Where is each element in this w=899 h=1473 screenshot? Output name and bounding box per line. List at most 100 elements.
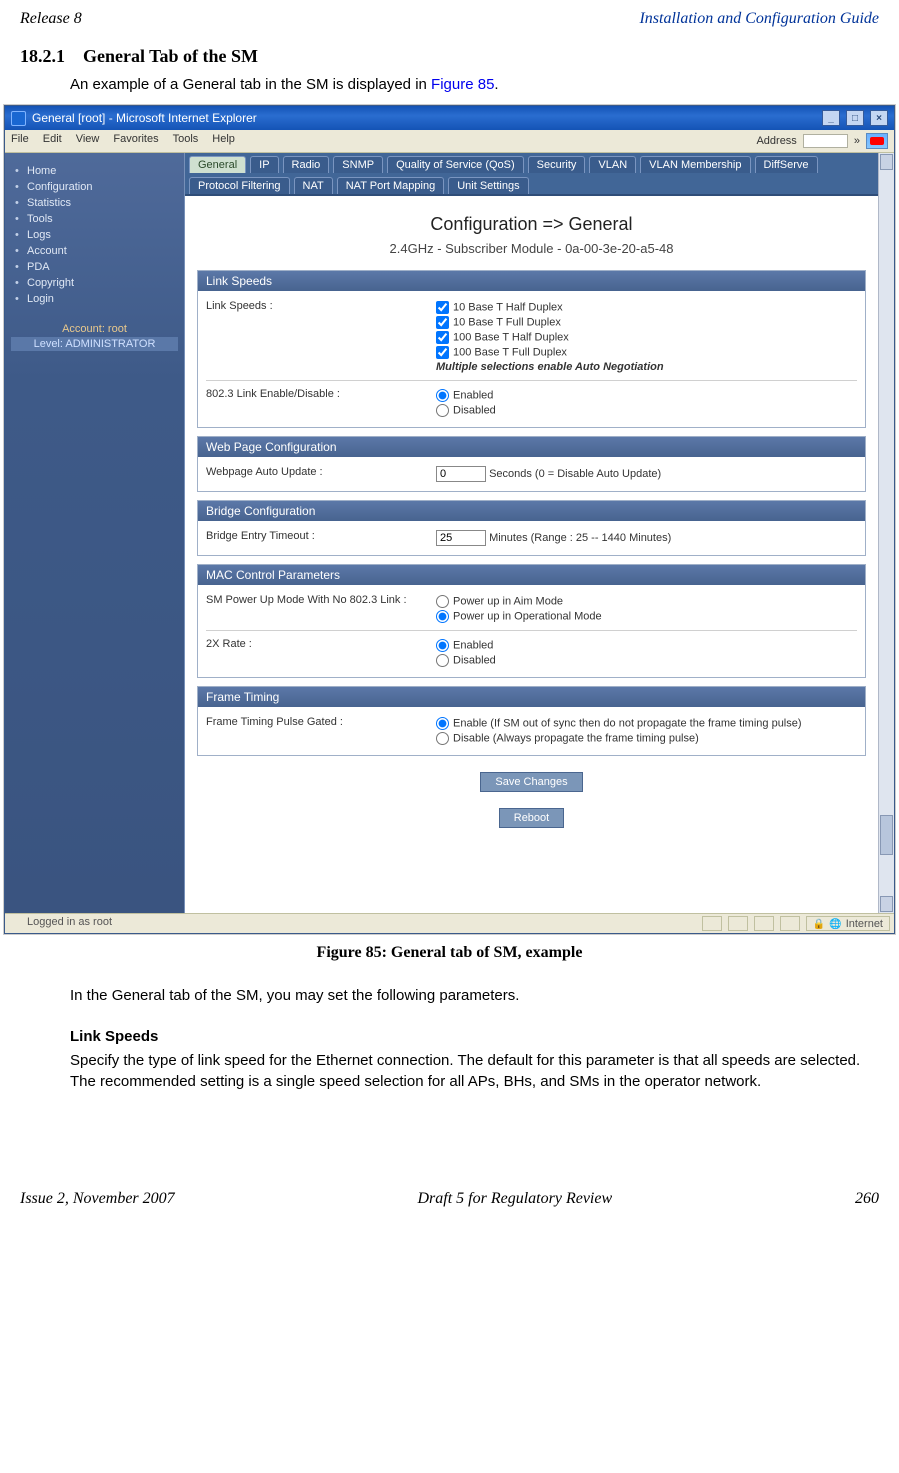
tab-quality-of-service-qos-[interactable]: Quality of Service (QoS) bbox=[387, 156, 524, 173]
mac-rate-disabled-radio[interactable] bbox=[436, 654, 449, 667]
mac-rate-enabled-radio[interactable] bbox=[436, 639, 449, 652]
page-title: Configuration => General bbox=[185, 196, 878, 241]
link-enable-radio-enabled[interactable] bbox=[436, 389, 449, 402]
figure-link[interactable]: Figure 85 bbox=[431, 76, 494, 93]
frame-opt-1: Disable (Always propagate the frame timi… bbox=[453, 732, 699, 744]
web-value-input[interactable] bbox=[436, 466, 486, 482]
mac-section: MAC Control Parameters SM Power Up Mode … bbox=[197, 564, 866, 678]
tab-nat[interactable]: NAT bbox=[294, 177, 333, 194]
tab-vlan[interactable]: VLAN bbox=[589, 156, 636, 173]
scroll-thumb[interactable] bbox=[880, 815, 893, 855]
address-box[interactable] bbox=[803, 134, 848, 148]
post-figure-text: In the General tab of the SM, you may se… bbox=[0, 982, 899, 1014]
link-speeds-subhead: Link Speeds bbox=[0, 1014, 899, 1047]
section-header: MAC Control Parameters bbox=[198, 565, 865, 585]
link-speeds-label: Link Speeds : bbox=[206, 300, 436, 312]
more-chevron[interactable]: » bbox=[854, 135, 860, 147]
sidebar-item-home[interactable]: Home bbox=[17, 163, 178, 179]
mac-power-opt-1: Power up in Operational Mode bbox=[453, 610, 602, 622]
link-speeds-section: Link Speeds Link Speeds : 10 Base T Half… bbox=[197, 270, 866, 428]
titlebar: General [root] - Microsoft Internet Expl… bbox=[5, 106, 894, 130]
scroll-up-icon[interactable] bbox=[880, 154, 893, 170]
menu-help[interactable]: Help bbox=[212, 133, 235, 149]
tab-vlan-membership[interactable]: VLAN Membership bbox=[640, 156, 750, 173]
sidebar-item-statistics[interactable]: Statistics bbox=[17, 195, 178, 211]
mac-rate-opt-0: Enabled bbox=[453, 639, 493, 651]
section-header: Web Page Configuration bbox=[198, 437, 865, 457]
close-button[interactable]: × bbox=[870, 110, 888, 126]
menu-favorites[interactable]: Favorites bbox=[113, 133, 158, 149]
web-config-section: Web Page Configuration Webpage Auto Upda… bbox=[197, 436, 866, 492]
mac-power-op-radio[interactable] bbox=[436, 610, 449, 623]
tab-diffserve[interactable]: DiffServe bbox=[755, 156, 818, 173]
ls-opt-3: 100 Base T Full Duplex bbox=[453, 346, 567, 358]
ls-opt-1: 10 Base T Full Duplex bbox=[453, 316, 561, 328]
ie-icon bbox=[11, 111, 26, 126]
link-enable-radio-disabled[interactable] bbox=[436, 404, 449, 417]
menu-tools[interactable]: Tools bbox=[173, 133, 199, 149]
frame-disable-radio[interactable] bbox=[436, 732, 449, 745]
web-suffix: Seconds (0 = Disable Auto Update) bbox=[489, 468, 661, 480]
frame-opt-0: Enable (If SM out of sync then do not pr… bbox=[453, 717, 802, 729]
maximize-button[interactable]: □ bbox=[846, 110, 864, 126]
mac-power-label: SM Power Up Mode With No 802.3 Link : bbox=[206, 594, 436, 606]
menu-edit[interactable]: Edit bbox=[43, 133, 62, 149]
header-left: Release 8 bbox=[20, 10, 82, 28]
minimize-button[interactable]: _ bbox=[822, 110, 840, 126]
page-footer: Issue 2, November 2007 Draft 5 for Regul… bbox=[0, 1100, 899, 1218]
ls-100-full-checkbox[interactable] bbox=[436, 346, 449, 359]
ls-100-half-checkbox[interactable] bbox=[436, 331, 449, 344]
sidebar-item-copyright[interactable]: Copyright bbox=[17, 275, 178, 291]
status-cell bbox=[780, 916, 800, 931]
save-row: Save Changes bbox=[185, 764, 878, 800]
section-header: Link Speeds bbox=[198, 271, 865, 291]
section-number: 18.2.1 bbox=[20, 46, 65, 66]
intro-pre: An example of a General tab in the SM is… bbox=[70, 76, 431, 93]
sidebar-item-pda[interactable]: PDA bbox=[17, 259, 178, 275]
status-cell bbox=[754, 916, 774, 931]
menu-file[interactable]: File bbox=[11, 133, 29, 149]
sidebar-item-logs[interactable]: Logs bbox=[17, 227, 178, 243]
intro-post: . bbox=[494, 76, 498, 93]
tab-unit-settings[interactable]: Unit Settings bbox=[448, 177, 528, 194]
vertical-scrollbar[interactable] bbox=[878, 153, 894, 913]
ls-opt-0: 10 Base T Half Duplex bbox=[453, 301, 563, 313]
tab-security[interactable]: Security bbox=[528, 156, 586, 173]
tab-ip[interactable]: IP bbox=[250, 156, 278, 173]
sidebar-item-login[interactable]: Login bbox=[17, 291, 178, 307]
tab-protocol-filtering[interactable]: Protocol Filtering bbox=[189, 177, 290, 194]
status-internet-label: Internet bbox=[846, 918, 883, 930]
reboot-button[interactable]: Reboot bbox=[499, 808, 564, 828]
frame-enable-radio[interactable] bbox=[436, 717, 449, 730]
sidebar-item-configuration[interactable]: Configuration bbox=[17, 179, 178, 195]
globe-icon bbox=[829, 918, 841, 930]
section-header: Frame Timing bbox=[198, 687, 865, 707]
section-heading: 18.2.1 General Tab of the SM bbox=[0, 36, 899, 71]
footer-center: Draft 5 for Regulatory Review bbox=[418, 1190, 613, 1208]
page-subtitle: 2.4GHz - Subscriber Module - 0a-00-3e-20… bbox=[185, 241, 878, 270]
bridge-value-input[interactable] bbox=[436, 530, 486, 546]
ls-10-half-checkbox[interactable] bbox=[436, 301, 449, 314]
sidebar-item-account[interactable]: Account bbox=[17, 243, 178, 259]
menu-view[interactable]: View bbox=[76, 133, 100, 149]
page-header: Release 8 Installation and Configuration… bbox=[0, 0, 899, 36]
save-button[interactable]: Save Changes bbox=[480, 772, 582, 792]
link-speeds-body: Specify the type of link speed for the E… bbox=[0, 1047, 899, 1100]
mac-rate-label: 2X Rate : bbox=[206, 638, 436, 650]
tab-general[interactable]: General bbox=[189, 156, 246, 173]
sidebar: Home Configuration Statistics Tools Logs… bbox=[5, 153, 185, 913]
tab-nat-port-mapping[interactable]: NAT Port Mapping bbox=[337, 177, 444, 194]
footer-right: 260 bbox=[855, 1190, 879, 1208]
frame-label: Frame Timing Pulse Gated : bbox=[206, 716, 436, 728]
link-enable-label: 802.3 Link Enable/Disable : bbox=[206, 388, 436, 400]
tab-snmp[interactable]: SNMP bbox=[333, 156, 383, 173]
scroll-down-icon[interactable] bbox=[880, 896, 893, 912]
mac-rate-opt-1: Disabled bbox=[453, 654, 496, 666]
tab-radio[interactable]: Radio bbox=[283, 156, 330, 173]
sidebar-item-tools[interactable]: Tools bbox=[17, 211, 178, 227]
mac-power-aim-radio[interactable] bbox=[436, 595, 449, 608]
ls-10-full-checkbox[interactable] bbox=[436, 316, 449, 329]
link-enable-opt-0: Enabled bbox=[453, 389, 493, 401]
section-header: Bridge Configuration bbox=[198, 501, 865, 521]
ie-icon bbox=[9, 916, 21, 928]
